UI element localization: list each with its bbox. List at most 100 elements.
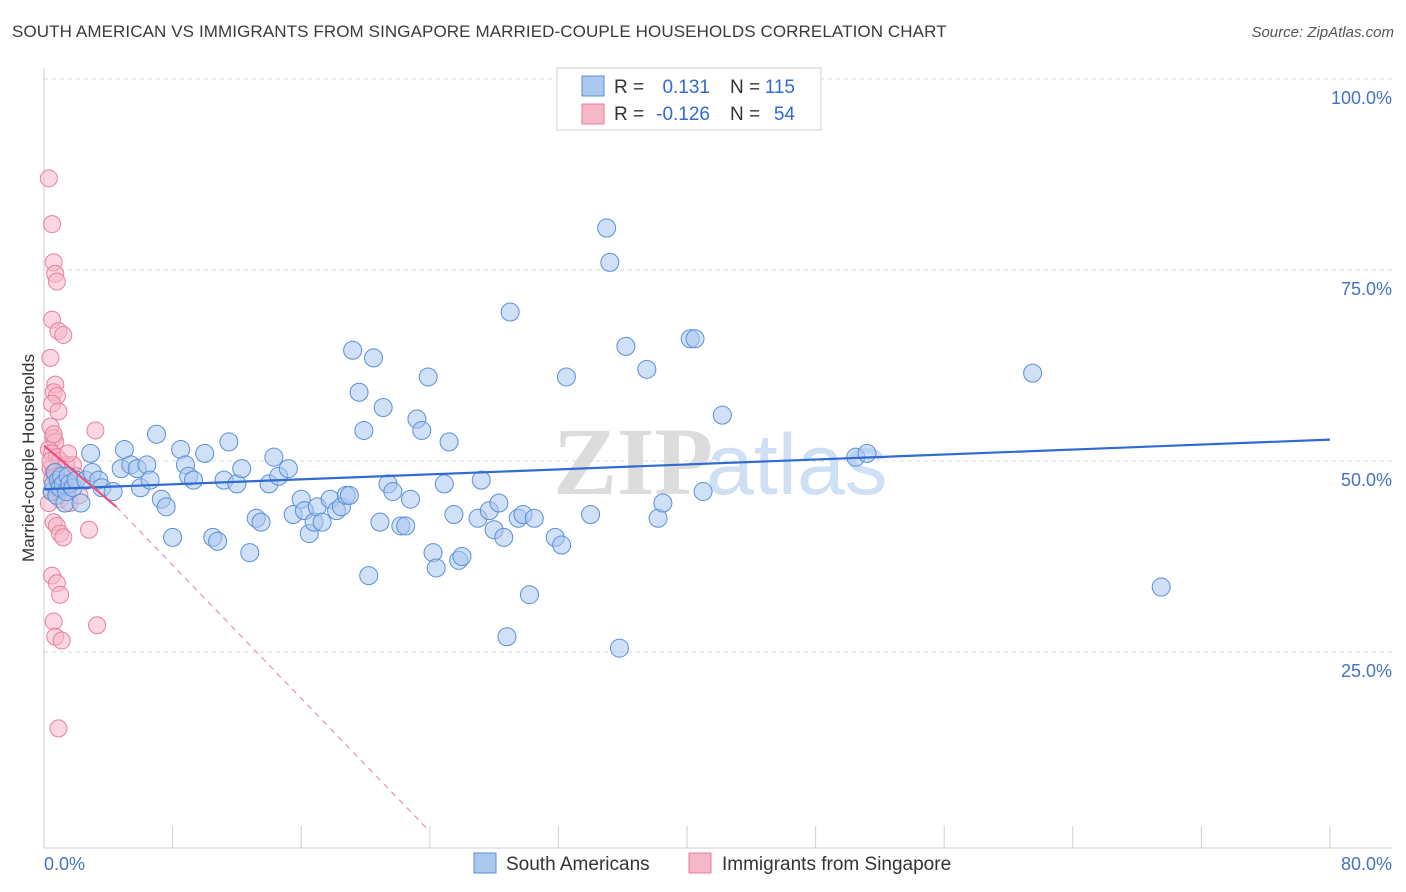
point-south-americans-101 — [600, 252, 620, 272]
point-south-americans-56 — [312, 512, 332, 532]
trend-south-americans — [43, 438, 1331, 491]
point-south-americans-28 — [147, 424, 167, 444]
chart-source: Source: ZipAtlas.com — [1251, 24, 1394, 41]
point-south-americans-114 — [1151, 577, 1171, 597]
point-south-americans-43 — [240, 543, 260, 563]
point-south-americans-30 — [156, 497, 176, 517]
point-south-americans-66 — [364, 348, 384, 368]
point-south-americans-38 — [208, 531, 228, 551]
legend-r-value-2: -0.126 — [656, 104, 710, 125]
point-south-americans-63 — [349, 382, 369, 402]
legend-n-label-2: N = — [730, 104, 760, 125]
point-south-americans-42 — [232, 459, 252, 479]
point-south-americans-61 — [339, 485, 359, 505]
point-singapore-1 — [43, 215, 62, 234]
gridlines — [44, 78, 1392, 653]
point-south-americans-70 — [383, 482, 403, 502]
point-south-americans-31 — [163, 527, 183, 547]
point-singapore-13 — [49, 402, 68, 421]
y-tick-label-50: 50.0% — [1341, 470, 1392, 490]
point-singapore-47 — [49, 719, 68, 738]
point-south-americans-81 — [444, 504, 464, 524]
point-singapore-0 — [39, 169, 58, 188]
point-singapore-46 — [88, 616, 107, 635]
legend-n-value-1: 115 — [765, 77, 795, 98]
point-south-americans-113 — [1023, 363, 1043, 383]
point-south-americans-109 — [693, 482, 713, 502]
point-south-americans-98 — [556, 367, 576, 387]
legend-bottom-swatch-pink — [688, 852, 712, 874]
point-south-americans-90 — [497, 627, 517, 647]
watermark-zip: ZIP — [553, 408, 713, 515]
y-tick-label-100: 100.0% — [1331, 88, 1392, 108]
point-south-americans-108 — [685, 329, 705, 349]
legend-bottom-swatch-blue — [473, 852, 497, 874]
point-south-americans-72 — [396, 516, 416, 536]
point-south-americans-49 — [278, 459, 298, 479]
trend-singapore — [43, 444, 118, 508]
x-tick-label-max: 80.0% — [1341, 854, 1392, 874]
legend-bottom-label-singapore: Immigrants from Singapore — [722, 854, 951, 875]
point-singapore-43 — [44, 612, 63, 631]
point-south-americans-91 — [500, 302, 520, 322]
point-south-americans-103 — [616, 336, 636, 356]
point-south-americans-16 — [81, 443, 101, 463]
trend-lines — [43, 438, 1331, 832]
point-south-americans-62 — [343, 340, 363, 360]
point-south-americans-97 — [552, 535, 572, 555]
y-tick-label-25: 25.0% — [1341, 661, 1392, 681]
point-south-americans-95 — [524, 508, 544, 528]
point-south-americans-80 — [439, 432, 459, 452]
point-south-americans-45 — [251, 512, 271, 532]
x-axis-ticks — [43, 826, 1331, 848]
point-singapore-49 — [44, 425, 63, 444]
legend-swatch-pink — [581, 103, 605, 125]
point-south-americans-110 — [712, 405, 732, 425]
point-south-americans-88 — [489, 493, 509, 513]
point-singapore-35 — [54, 528, 73, 547]
legend-r-label-1: R = — [614, 77, 644, 98]
chart-title: SOUTH AMERICAN VS IMMIGRANTS FROM SINGAP… — [12, 22, 947, 41]
point-south-americans-67 — [370, 512, 390, 532]
point-south-americans-104 — [637, 359, 657, 379]
point-singapore-36 — [80, 520, 99, 539]
point-south-americans-47 — [264, 447, 284, 467]
legend-r-value-1: 0.131 — [662, 77, 710, 98]
point-south-americans-89 — [494, 527, 514, 547]
y-tick-label-75: 75.0% — [1341, 279, 1392, 299]
point-singapore-8 — [41, 348, 60, 367]
legend-n-label-1: N = — [730, 77, 760, 98]
point-south-americans-64 — [354, 420, 374, 440]
point-singapore-37 — [86, 421, 105, 440]
point-south-americans-35 — [183, 470, 203, 490]
point-south-americans-68 — [373, 398, 393, 418]
point-south-americans-83 — [452, 547, 472, 566]
legend-top: R = 0.131 N = 115 R = -0.126 N = 54 — [556, 67, 822, 131]
y-axis-label: Married-couple Households — [19, 354, 38, 562]
point-south-americans-102 — [609, 638, 629, 658]
legend-r-label-2: R = — [614, 104, 644, 125]
point-south-americans-76 — [418, 367, 438, 387]
point-south-americans-85 — [471, 470, 491, 490]
point-south-americans-14 — [71, 493, 91, 513]
point-singapore-45 — [52, 631, 71, 650]
trend-singapore-extended — [115, 506, 431, 832]
legend-swatch-blue — [581, 75, 605, 97]
point-singapore-7 — [54, 325, 73, 344]
point-south-americans-65 — [359, 566, 379, 586]
legend-n-value-2: 54 — [774, 104, 796, 125]
y-tick-labels: 100.0% 75.0% 50.0% 25.0% — [1331, 88, 1392, 681]
point-singapore-42 — [51, 585, 70, 604]
point-south-americans-94 — [519, 585, 539, 605]
point-south-americans-112 — [857, 443, 877, 463]
point-south-americans-106 — [653, 493, 673, 513]
point-south-americans-73 — [401, 489, 421, 509]
point-singapore-4 — [47, 272, 66, 291]
point-south-americans-40 — [219, 432, 239, 452]
point-south-americans-75 — [412, 420, 432, 440]
point-south-americans-99 — [581, 504, 601, 524]
point-south-americans-36 — [195, 443, 215, 463]
legend-bottom-label-south-americans: South Americans — [506, 854, 650, 875]
point-south-americans-79 — [434, 474, 454, 494]
